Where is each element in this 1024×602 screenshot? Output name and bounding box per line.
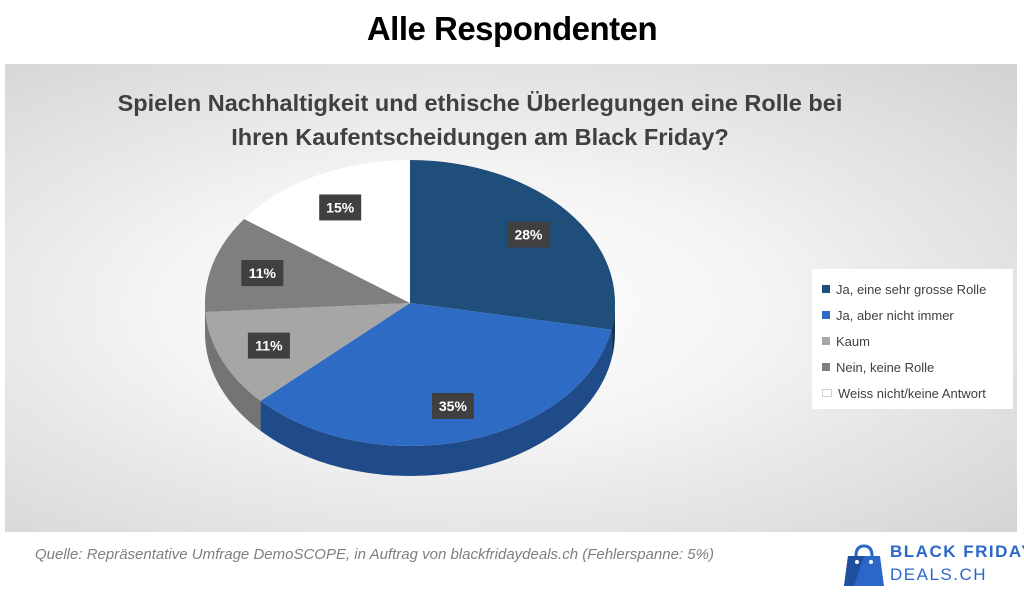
pie-slice-2 [260, 303, 612, 446]
data-label-4: 11% [241, 260, 284, 287]
svg-text:15%: 15% [326, 199, 355, 215]
svg-text:11%: 11% [249, 265, 277, 281]
source-note: Quelle: Repräsentative Umfrage DemoSCOPE… [35, 546, 714, 563]
chart-panel: Spielen Nachhaltigkeit und ethische Über… [5, 64, 1017, 532]
page-title: Alle Respondenten [366, 10, 658, 47]
chart-title-line-2: Ihren Kaufentscheidungen am Black Friday… [231, 124, 729, 150]
shopping-bag-icon [844, 544, 884, 586]
legend-label: Ja, eine sehr grosse Rolle [836, 281, 987, 297]
logo-text-line-2: DEALS.CH [890, 565, 988, 584]
blackfridaydeals-logo[interactable]: BLACK FRIDAY DEALS.CH [838, 530, 1024, 596]
pie-side-walls [205, 303, 615, 476]
chart-title: Spielen Nachhaltigkeit und ethische Über… [75, 86, 885, 154]
pie-side-1 [611, 303, 615, 360]
legend-swatch [822, 337, 830, 345]
logo-text-line-1: BLACK FRIDAY [890, 542, 1024, 561]
data-label-5: 15% [319, 194, 362, 221]
legend-swatch [822, 389, 832, 397]
legend-swatch [822, 285, 830, 293]
pie-side-2 [260, 329, 612, 476]
legend-label: Nein, keine Rolle [836, 359, 935, 375]
legend-item-kaum: Kaum [822, 331, 870, 351]
chart-title-line-1: Spielen Nachhaltigkeit und ethische Über… [117, 90, 843, 116]
pie-slice-5 [244, 160, 410, 303]
data-label-1: 28% [507, 221, 550, 248]
pie-slice-3 [205, 303, 410, 401]
legend-swatch [822, 311, 830, 319]
pie-chart: 28% 35% 11% 11% 15% [205, 160, 615, 476]
legend-item-weiss-nicht: Weiss nicht/keine Antwort [822, 383, 986, 403]
chart-legend: Ja, eine sehr grosse Rolle Ja, aber nich… [812, 269, 1013, 409]
pie-slice-4 [205, 218, 410, 312]
legend-item-nicht-immer: Ja, aber nicht immer [822, 305, 954, 325]
pie-data-labels: 28% 35% 11% 11% 15% [241, 194, 550, 419]
legend-label: Weiss nicht/keine Antwort [838, 385, 986, 401]
legend-label: Ja, aber nicht immer [836, 307, 954, 323]
svg-text:28%: 28% [514, 227, 543, 243]
legend-item-sehr-grosse-rolle: Ja, eine sehr grosse Rolle [822, 279, 986, 299]
svg-text:11%: 11% [255, 338, 283, 354]
legend-swatch [822, 363, 830, 371]
svg-text:35%: 35% [439, 398, 468, 414]
pie-side-3 [205, 311, 261, 431]
legend-item-keine-rolle: Nein, keine Rolle [822, 357, 934, 377]
data-label-3: 11% [247, 332, 290, 359]
data-label-2: 35% [431, 392, 474, 419]
pie-slices [205, 160, 615, 446]
legend-label: Kaum [836, 333, 870, 349]
